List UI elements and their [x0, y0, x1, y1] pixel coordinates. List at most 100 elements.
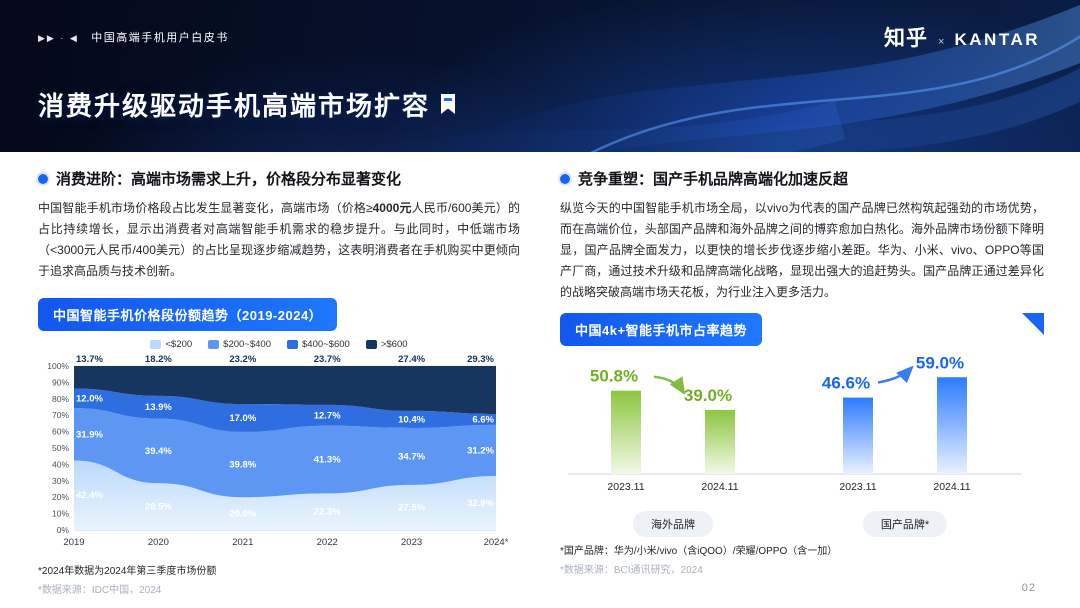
- svg-text:2023.11: 2023.11: [607, 481, 644, 493]
- svg-text:50.8%: 50.8%: [590, 367, 638, 386]
- left-section-paragraph: 中国智能手机市场价格段占比发生显著变化，高端市场（价格≥4000元人民币/600…: [38, 198, 520, 282]
- svg-text:60%: 60%: [52, 427, 69, 437]
- header-tagline-group: ▶▶ · ◀ 中国高端手机用户白皮书: [38, 28, 229, 46]
- bullet-dot-icon: [38, 173, 48, 184]
- svg-text:12.7%: 12.7%: [314, 410, 341, 421]
- svg-text:90%: 90%: [52, 377, 69, 387]
- left-paragraph-text: 中国智能手机市场价格段占比发生显著变化，高端市场（价格≥: [38, 201, 373, 215]
- svg-text:2024*: 2024*: [484, 537, 508, 548]
- page-number: 02: [1021, 582, 1036, 594]
- svg-text:2023.11: 2023.11: [839, 481, 876, 493]
- legend-swatch-icon: [287, 340, 298, 349]
- right-section-heading-row: 竞争重塑：国产手机品牌高端化加速反超: [560, 168, 1044, 189]
- brand-group-labels: 海外品牌 国产品牌*: [560, 511, 1030, 537]
- svg-text:31.9%: 31.9%: [76, 429, 103, 440]
- svg-text:18.2%: 18.2%: [145, 354, 172, 365]
- svg-text:39.4%: 39.4%: [145, 446, 172, 457]
- svg-text:34.7%: 34.7%: [398, 451, 425, 462]
- legend-item: $200~$400: [208, 339, 271, 350]
- right-section-heading: 竞争重塑：国产手机品牌高端化加速反超: [578, 171, 849, 188]
- decorative-arrow-marks: ▶▶ · ◀: [38, 33, 79, 43]
- brand-logos: 知乎 × KANTAR: [884, 22, 1040, 52]
- svg-text:27.5%: 27.5%: [398, 502, 425, 513]
- svg-text:46.6%: 46.6%: [822, 374, 870, 393]
- overseas-brand-pill: 海外品牌: [633, 511, 713, 537]
- left-paragraph-text-rest: 人民币/600美元）的占比持续增长，显示出消费者对高端智能手机需求的稳步提升。与…: [38, 201, 521, 278]
- left-footnote-data-period: *2024年数据为2024年第三季度市场份额: [38, 566, 217, 577]
- corner-triangle-decoration: [1022, 313, 1044, 335]
- share-chart-title-banner: 中国4k+智能手机市占率趋势: [560, 313, 763, 346]
- svg-text:12.0%: 12.0%: [76, 393, 103, 404]
- svg-text:29.3%: 29.3%: [467, 354, 494, 365]
- left-section-heading-row: 消费进阶：高端市场需求上升，价格段分布显著变化: [38, 168, 520, 189]
- kantar-logo: KANTAR: [954, 30, 1040, 49]
- svg-text:70%: 70%: [52, 410, 69, 420]
- whitepaper-tagline: 中国高端手机用户白皮书: [91, 32, 229, 44]
- header-topbar: ▶▶ · ◀ 中国高端手机用户白皮书 知乎 × KANTAR: [38, 22, 1040, 52]
- svg-text:100%: 100%: [47, 361, 69, 371]
- svg-text:2019: 2019: [63, 537, 84, 548]
- legend-swatch-icon: [150, 340, 162, 349]
- svg-text:59.0%: 59.0%: [916, 354, 964, 372]
- svg-text:2024.11: 2024.11: [701, 481, 738, 493]
- svg-text:2022: 2022: [317, 537, 338, 548]
- right-footnote-source: *数据来源：BCI通讯研究，2024: [560, 565, 703, 576]
- legend-item: $400~$600: [287, 339, 350, 350]
- price-share-stacked-area-chart: 0% 10% 20% 30% 40% 50% 60% 70% 80% 90% 100% 42.4% 28…: [47, 354, 508, 548]
- market-share-bar-chart: 50.8% 2023.11 39.0% 2024.11 46.6% 2023.11 59.0…: [568, 353, 1022, 493]
- svg-text:23.7%: 23.7%: [314, 354, 341, 365]
- svg-text:13.7%: 13.7%: [76, 354, 103, 365]
- svg-text:20.0%: 20.0%: [229, 509, 256, 520]
- left-footnote-source: *数据来源：IDC中国，2024: [38, 585, 162, 596]
- svg-text:40%: 40%: [52, 459, 69, 469]
- svg-text:2020: 2020: [148, 537, 169, 548]
- bullet-dot-icon: [560, 173, 570, 184]
- left-section-price-trend: 消费进阶：高端市场需求上升，价格段分布显著变化 中国智能手机市场价格段占比发生显…: [38, 168, 520, 596]
- svg-text:2021: 2021: [232, 537, 253, 548]
- svg-text:22.3%: 22.3%: [314, 507, 341, 518]
- right-section-brand-share: 竞争重塑：国产手机品牌高端化加速反超 纵览今天的中国智能手机市场全局，以vivo…: [560, 168, 1044, 576]
- right-footnote-brands: *国产品牌：华为/小米/vivo（含iQOO）/荣耀/OPPO（含一加）: [560, 546, 838, 557]
- title-row: 消费升级驱动手机高端市场扩容: [38, 86, 456, 123]
- header-wave-art: [347, 5, 1080, 152]
- logo-separator: ×: [938, 36, 945, 48]
- svg-text:2023: 2023: [401, 537, 422, 548]
- svg-text:39.8%: 39.8%: [229, 460, 256, 471]
- right-section-paragraph: 纵览今天的中国智能手机市场全局，以vivo为代表的国产品牌已然构筑起强劲的市场优…: [560, 201, 1044, 299]
- svg-text:0%: 0%: [57, 525, 70, 535]
- svg-text:30%: 30%: [52, 476, 69, 486]
- svg-text:41.3%: 41.3%: [314, 455, 341, 466]
- svg-text:31.2%: 31.2%: [467, 445, 494, 456]
- svg-text:39.0%: 39.0%: [684, 386, 732, 405]
- share-bar-chart-wrap: 50.8% 2023.11 39.0% 2024.11 46.6% 2023.11 59.0…: [560, 353, 1030, 537]
- legend-swatch-icon: [208, 340, 220, 349]
- header-banner: ▶▶ · ◀ 中国高端手机用户白皮书 知乎 × KANTAR 消费升级驱动手机高…: [0, 0, 1080, 152]
- legend-item: >$600: [365, 339, 408, 350]
- svg-text:10%: 10%: [52, 509, 69, 519]
- left-section-heading: 消费进阶：高端市场需求上升，价格段分布显著变化: [56, 171, 402, 188]
- svg-text:27.4%: 27.4%: [398, 354, 425, 365]
- left-paragraph-bold: 4000元: [372, 201, 412, 215]
- svg-text:17.0%: 17.0%: [229, 413, 256, 424]
- legend-swatch-icon: [365, 340, 377, 349]
- domestic-brand-pill: 国产品牌*: [862, 511, 948, 537]
- svg-text:10.4%: 10.4%: [398, 414, 425, 425]
- svg-text:13.9%: 13.9%: [145, 402, 172, 413]
- svg-text:28.5%: 28.5%: [145, 502, 172, 513]
- svg-text:2024.11: 2024.11: [933, 481, 970, 493]
- svg-text:80%: 80%: [52, 394, 69, 404]
- svg-text:6.6%: 6.6%: [472, 414, 494, 425]
- svg-text:50%: 50%: [52, 443, 69, 453]
- price-chart-legend: <$200 $200~$400 $400~$600 >$600: [38, 339, 520, 350]
- legend-item: <$200: [150, 339, 192, 350]
- flag-icon: [441, 93, 456, 114]
- right-banner-row: 中国4k+智能手机市占率趋势: [560, 313, 1044, 346]
- svg-text:32.9%: 32.9%: [467, 498, 494, 509]
- zhihu-logo: 知乎: [884, 27, 929, 50]
- svg-text:23.2%: 23.2%: [229, 354, 256, 365]
- page-title: 消费升级驱动手机高端市场扩容: [38, 91, 431, 121]
- svg-text:20%: 20%: [52, 492, 69, 502]
- price-chart-title-banner: 中国智能手机价格段份额趋势（2019-2024）: [38, 298, 338, 331]
- svg-text:42.4%: 42.4%: [76, 490, 103, 501]
